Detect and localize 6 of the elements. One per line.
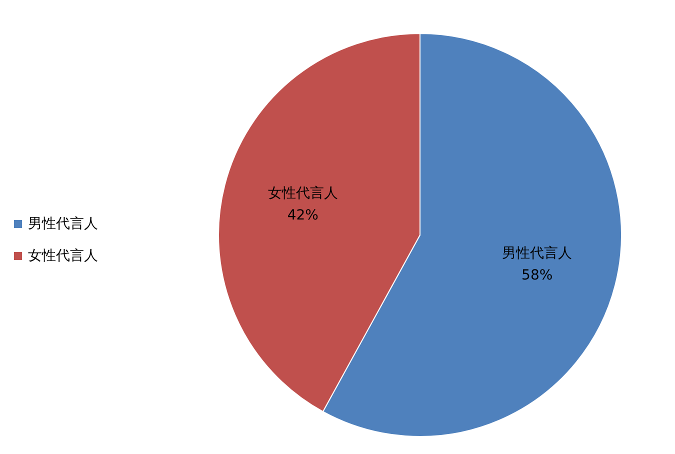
data-label: 58% [522,268,553,284]
slice-label: 男性代言人 [502,246,572,262]
legend-label: 女性代言人 [28,247,98,265]
legend-label: 男性代言人 [28,215,98,233]
data-label: 42% [287,208,318,224]
slice-label: 女性代言人 [268,186,338,202]
